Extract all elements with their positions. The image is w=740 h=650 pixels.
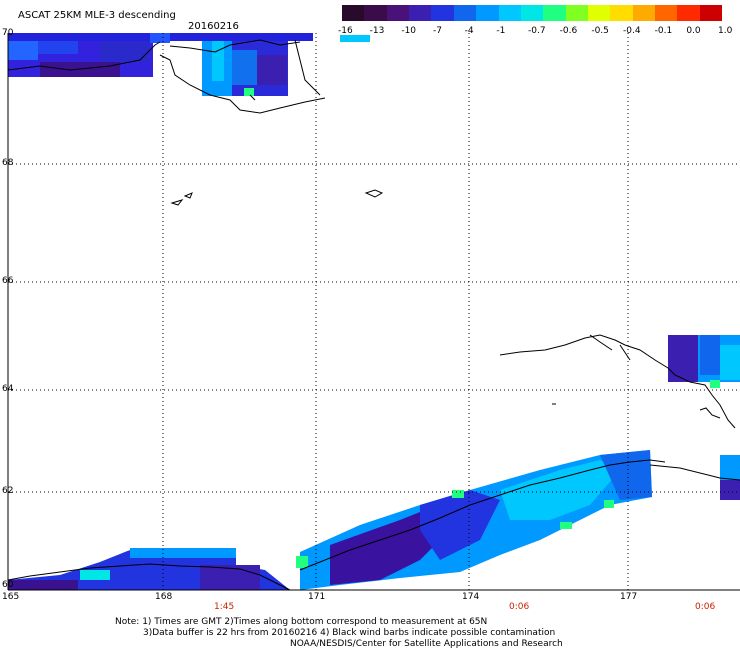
colorbar-segment	[632, 5, 656, 21]
note-line-3: NOAA/NESDIS/Center for Satellite Applica…	[290, 639, 563, 649]
lat-label: 66	[2, 276, 14, 286]
date-label: 20160216	[188, 21, 239, 32]
lon-label: 171	[308, 592, 326, 602]
colorbar-tick-label: -0.4	[623, 26, 641, 36]
colorbar-segment	[587, 5, 611, 21]
colorbar-segment	[498, 5, 521, 21]
colorbar-tick-label: -10	[401, 26, 417, 36]
colorbar-tick-label: -0.6	[559, 26, 578, 36]
colorbar-segment	[476, 5, 499, 21]
colorbar-tick-label: -7	[433, 26, 442, 36]
pass-time: 1:45	[214, 602, 235, 612]
colorbar-tick-label: -4	[464, 26, 474, 36]
colorbar-segment	[699, 5, 723, 21]
colorbar-segment	[409, 5, 432, 21]
colorbar-tick-label: -0.5	[591, 26, 609, 36]
colorbar-tick-label: -0.7	[528, 26, 546, 36]
coastlines	[7, 39, 740, 591]
map-frame	[7, 33, 740, 591]
colorbar-segment	[453, 5, 477, 21]
product-title: ASCAT 25KM MLE-3 descending	[18, 10, 176, 21]
lon-label: 174	[462, 592, 480, 602]
colorbar-segment	[342, 5, 365, 21]
lat-label: 62	[2, 486, 14, 496]
data-swaths	[8, 33, 740, 590]
colorbar-segment	[386, 5, 410, 21]
colorbar-segment	[655, 5, 678, 21]
colorbar-tick-label: -13	[369, 26, 385, 36]
lat-label: 64	[2, 384, 14, 394]
pass-time: 0:06	[509, 602, 530, 612]
lat-label: 60	[2, 580, 14, 590]
colorbar-tick-label: -16	[338, 26, 353, 36]
lat-label: 70	[2, 28, 14, 38]
lon-label: 168	[155, 592, 173, 602]
colorbar-tick-label: 0.0	[686, 26, 701, 36]
colorbar-segment	[610, 5, 633, 21]
colorbar-tick-label: -0.1	[654, 26, 673, 36]
colorbar-segment	[565, 5, 588, 21]
colorbar-segment	[677, 5, 700, 21]
note-line-2: 3)Data buffer is 22 hrs from 20160216 4)…	[143, 628, 556, 638]
colorbar-segment	[364, 5, 387, 21]
colorbar-tick-label: 1.0	[718, 26, 733, 36]
colorbar-segment	[520, 5, 544, 21]
graticule	[8, 33, 740, 590]
lat-label: 68	[2, 158, 14, 168]
colorbar-tick-label: -1	[496, 26, 506, 36]
pass-time: 0:06	[695, 602, 716, 612]
note-line-1: Note: 1) Times are GMT 2)Times along bot…	[115, 617, 488, 627]
colorbar-segment	[543, 5, 566, 21]
colorbar	[342, 5, 723, 21]
colorbar-segment	[431, 5, 454, 21]
lon-label: 165	[2, 592, 20, 602]
colorbar-ticks: -16 -13 -10 -7 -4 -1 -0.7 -0.6 -0.5 -0.4 -0.1 0.0 1.…	[338, 26, 733, 38]
lon-label: 177	[620, 592, 638, 602]
